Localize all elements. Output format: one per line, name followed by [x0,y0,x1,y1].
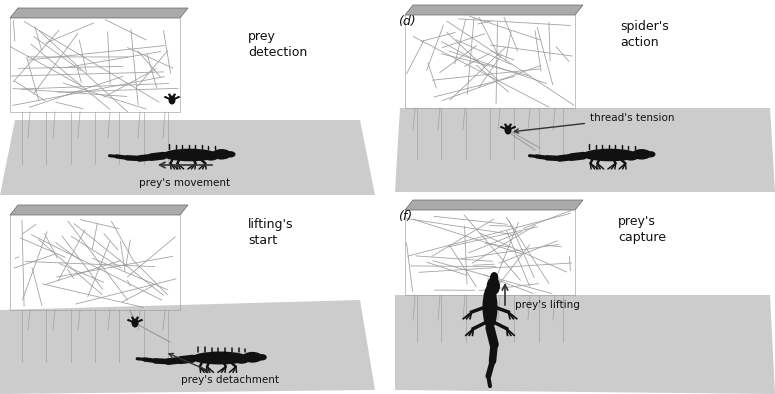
Ellipse shape [203,152,219,161]
Ellipse shape [226,151,236,158]
Polygon shape [395,108,775,192]
Ellipse shape [132,318,139,327]
Text: (f): (f) [398,210,412,223]
Ellipse shape [212,149,231,160]
Text: prey's detachment: prey's detachment [169,353,279,385]
Polygon shape [10,8,188,18]
Ellipse shape [191,351,249,364]
Ellipse shape [505,126,512,134]
Polygon shape [395,295,775,394]
Text: prey
detection: prey detection [248,30,307,59]
Ellipse shape [257,354,267,361]
Text: spider's
action: spider's action [620,20,669,49]
Ellipse shape [490,272,498,284]
Polygon shape [10,205,188,215]
Ellipse shape [582,149,638,161]
Polygon shape [0,120,375,195]
Ellipse shape [483,284,498,330]
Text: (d): (d) [398,15,415,28]
Ellipse shape [487,277,500,296]
Polygon shape [405,5,583,15]
Ellipse shape [162,149,218,161]
Text: prey's lifting: prey's lifting [515,300,580,310]
Ellipse shape [234,355,250,364]
Ellipse shape [623,152,639,161]
Text: prey's
capture: prey's capture [618,215,666,244]
Text: prey's movement: prey's movement [140,178,231,188]
Polygon shape [0,300,375,394]
Ellipse shape [168,95,175,104]
Text: lifting's
start: lifting's start [248,218,294,247]
Ellipse shape [632,149,651,160]
Text: thread's tension: thread's tension [515,113,674,133]
Ellipse shape [243,352,263,363]
Polygon shape [405,200,583,210]
Ellipse shape [646,151,656,158]
